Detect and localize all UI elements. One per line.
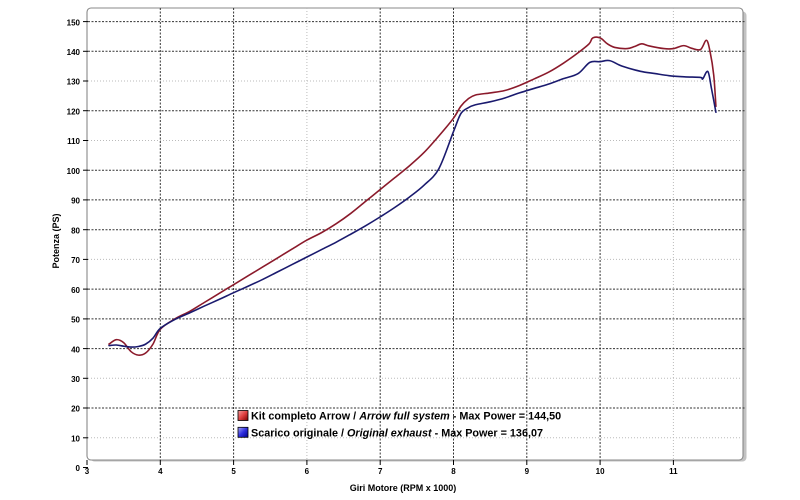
svg-text:Giri Motore (RPM x 1000): Giri Motore (RPM x 1000) [350,483,457,493]
svg-text:10: 10 [71,435,80,444]
svg-text:80: 80 [71,226,80,235]
svg-text:100: 100 [67,167,81,176]
svg-text:90: 90 [71,197,80,206]
svg-text:120: 120 [67,107,81,116]
svg-text:110: 110 [67,137,80,146]
svg-text:Kit completo Arrow / Arrow ful: Kit completo Arrow / Arrow full system -… [251,411,561,423]
svg-text:60: 60 [71,286,80,295]
svg-text:8: 8 [451,467,456,476]
svg-text:Potenza (PS): Potenza (PS) [51,213,61,268]
svg-text:40: 40 [71,345,80,354]
svg-text:50: 50 [71,316,80,325]
svg-text:0: 0 [76,464,81,473]
svg-text:20: 20 [71,405,80,414]
svg-text:70: 70 [71,256,80,265]
svg-text:30: 30 [71,375,80,384]
svg-text:6: 6 [305,467,310,476]
svg-text:4: 4 [158,467,163,476]
svg-text:Scarico originale / Original e: Scarico originale / Original exhaust - M… [251,427,543,439]
svg-text:11: 11 [669,467,678,476]
svg-text:140: 140 [67,48,81,57]
svg-text:10: 10 [596,467,605,476]
svg-text:150: 150 [67,18,81,27]
svg-text:9: 9 [525,467,530,476]
svg-text:130: 130 [67,78,81,87]
svg-text:3: 3 [85,467,90,476]
svg-text:7: 7 [378,467,383,476]
svg-text:5: 5 [231,467,236,476]
